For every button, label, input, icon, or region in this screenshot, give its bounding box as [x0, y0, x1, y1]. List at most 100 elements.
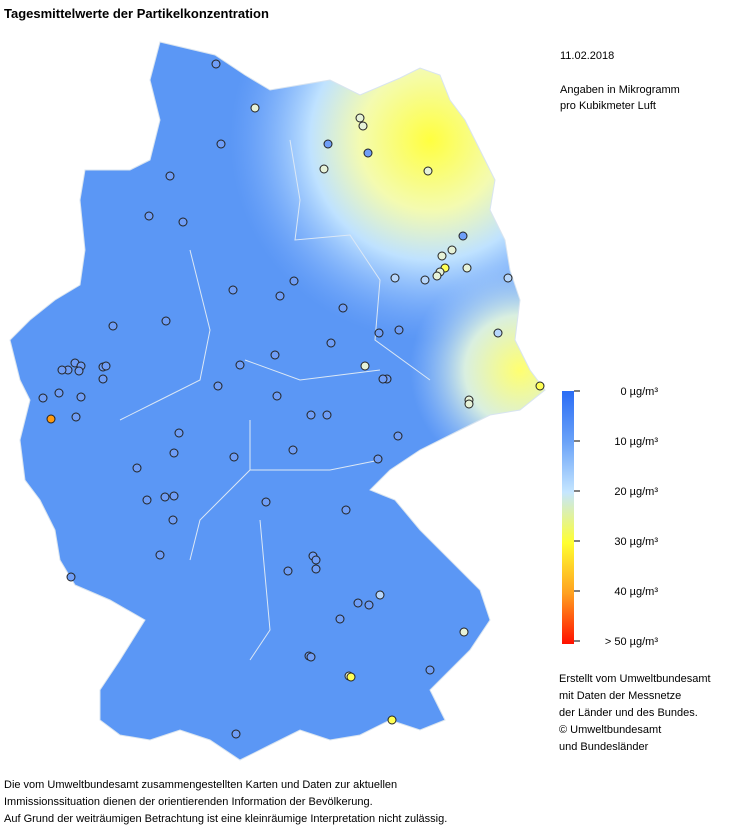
station-dot	[288, 445, 298, 455]
station-dot	[360, 361, 370, 371]
station-dot	[535, 381, 545, 391]
legend-label: 0 µg/m³	[620, 386, 658, 398]
station-dot	[387, 715, 397, 725]
legend-label: 20 µg/m³	[614, 486, 658, 498]
station-dot	[76, 392, 86, 402]
station-dot	[66, 572, 76, 582]
station-dot	[462, 263, 472, 273]
station-dot	[38, 393, 48, 403]
station-dot	[423, 166, 433, 176]
station-dot	[364, 600, 374, 610]
station-dot	[447, 245, 457, 255]
station-dot	[174, 428, 184, 438]
station-dot	[74, 366, 84, 376]
station-dot	[393, 431, 403, 441]
legend-label: > 50 µg/m³	[605, 636, 658, 648]
station-dot	[289, 276, 299, 286]
station-dot	[346, 672, 356, 682]
legend-label: 10 µg/m³	[614, 436, 658, 448]
station-dot	[420, 275, 430, 285]
unit-note: pro Kubikmeter Luft	[560, 100, 656, 112]
station-dot	[358, 121, 368, 131]
stations	[38, 59, 545, 739]
color-scale	[562, 391, 574, 644]
station-dot	[229, 452, 239, 462]
credit-line: und Bundesländer	[559, 741, 649, 753]
station-dot	[335, 614, 345, 624]
legend-label: 30 µg/m³	[614, 536, 658, 548]
station-dot	[275, 291, 285, 301]
credit-line: der Länder und des Bundes.	[559, 707, 698, 719]
legend-label: 40 µg/m³	[614, 586, 658, 598]
station-dot	[160, 492, 170, 502]
station-dot	[394, 325, 404, 335]
station-dot	[142, 495, 152, 505]
station-dot	[270, 350, 280, 360]
station-dot	[178, 217, 188, 227]
station-dot	[458, 231, 468, 241]
station-dot	[165, 171, 175, 181]
station-dot	[250, 103, 260, 113]
station-dot	[155, 550, 165, 560]
station-dot	[306, 410, 316, 420]
station-dot	[326, 338, 336, 348]
station-dot	[144, 211, 154, 221]
station-dot	[231, 729, 241, 739]
station-dot	[459, 627, 469, 637]
station-dot	[161, 316, 171, 326]
station-dot	[432, 271, 442, 281]
station-dot	[169, 448, 179, 458]
credit-line: mit Daten der Messnetze	[559, 690, 681, 702]
footer-line: Immissionssituation dienen der orientier…	[4, 796, 373, 808]
footer-line: Auf Grund der weiträumigen Betrachtung i…	[4, 813, 447, 825]
station-dot	[132, 463, 142, 473]
station-dot	[338, 303, 348, 313]
station-dot	[355, 113, 365, 123]
station-dot	[213, 381, 223, 391]
date: 11.02.2018	[560, 50, 614, 62]
station-dot	[54, 388, 64, 398]
station-dot	[211, 59, 221, 69]
station-dot	[375, 590, 385, 600]
credits: Erstellt vom Umweltbundesamt mit Daten de…	[559, 673, 711, 753]
unit-note: Angaben in Mikrogramm	[560, 84, 680, 96]
station-dot	[311, 564, 321, 574]
station-dot	[108, 321, 118, 331]
station-dot	[319, 164, 329, 174]
station-dot	[323, 139, 333, 149]
credit-line: Erstellt vom Umweltbundesamt	[559, 673, 711, 685]
station-dot	[168, 515, 178, 525]
station-dot	[57, 365, 67, 375]
station-dot	[71, 412, 81, 422]
station-dot	[374, 328, 384, 338]
credit-line: © Umweltbundesamt	[559, 724, 661, 736]
station-dot	[261, 497, 271, 507]
station-dot	[378, 374, 388, 384]
station-dot	[425, 665, 435, 675]
station-dot	[98, 374, 108, 384]
station-dot	[322, 410, 332, 420]
title: Tagesmittelwerte der Partikelkonzentrati…	[4, 6, 269, 21]
station-dot	[464, 399, 474, 409]
station-dot	[341, 505, 351, 515]
station-dot	[353, 598, 363, 608]
station-dot	[46, 414, 56, 424]
station-dot	[363, 148, 373, 158]
footer: Die vom Umweltbundesamt zusammengestellt…	[4, 779, 447, 825]
footer-line: Die vom Umweltbundesamt zusammengestellt…	[4, 779, 397, 791]
station-dot	[169, 491, 179, 501]
station-dot	[216, 139, 226, 149]
station-dot	[306, 652, 316, 662]
station-dot	[311, 555, 321, 565]
station-dot	[272, 391, 282, 401]
station-dot	[493, 328, 503, 338]
station-dot	[235, 360, 245, 370]
station-dot	[373, 454, 383, 464]
legend: 0 µg/m³ 10 µg/m³ 20 µg/m³ 30 µg/m³ 40 µg/m³ >…	[574, 386, 658, 648]
station-dot	[503, 273, 513, 283]
station-dot	[101, 361, 111, 371]
station-dot	[390, 273, 400, 283]
station-dot	[283, 566, 293, 576]
station-dot	[228, 285, 238, 295]
